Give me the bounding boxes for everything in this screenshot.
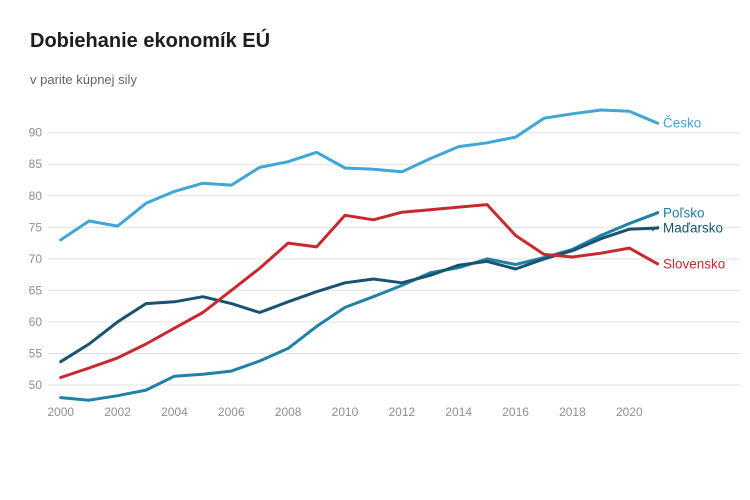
y-axis-label: 80 xyxy=(29,189,43,203)
y-axis-label: 90 xyxy=(29,126,43,140)
x-axis-label: 2002 xyxy=(104,405,131,419)
y-axis-label: 70 xyxy=(29,252,43,266)
x-axis-label: 2006 xyxy=(218,405,245,419)
y-axis-label: 50 xyxy=(29,378,43,392)
x-axis-label: 2010 xyxy=(332,405,359,419)
series-label-leader-polsko xyxy=(651,210,659,216)
x-axis-label: 2016 xyxy=(502,405,529,419)
x-axis-label: 2012 xyxy=(389,405,416,419)
x-axis-label: 2000 xyxy=(47,405,74,419)
series-label-madarsko: Maďarsko xyxy=(663,220,723,235)
y-axis-label: 60 xyxy=(29,315,43,329)
series-label-leader-madarsko xyxy=(651,225,659,232)
series-label-slovensko: Slovensko xyxy=(663,256,725,271)
series-label-polsko: Poľsko xyxy=(663,205,704,220)
x-axis-label: 2004 xyxy=(161,405,188,419)
y-axis-label: 75 xyxy=(29,220,43,234)
y-axis-label: 85 xyxy=(29,157,43,171)
x-axis-label: 2018 xyxy=(559,405,586,419)
series-line-polsko[interactable] xyxy=(59,211,660,402)
series-line-cesko[interactable] xyxy=(59,108,660,242)
y-axis-label: 55 xyxy=(29,346,43,360)
chart-title: Dobiehanie ekonomík EÚ xyxy=(30,30,271,52)
x-axis-label: 2014 xyxy=(445,405,472,419)
x-axis-label: 2008 xyxy=(275,405,302,419)
series-line-slovensko[interactable] xyxy=(59,203,660,379)
series-label-cesko: Česko xyxy=(663,116,701,131)
y-axis-label: 65 xyxy=(29,283,43,297)
x-axis-label: 2020 xyxy=(616,405,643,419)
chart-subtitle: v parite kúpnej sily xyxy=(30,72,137,87)
